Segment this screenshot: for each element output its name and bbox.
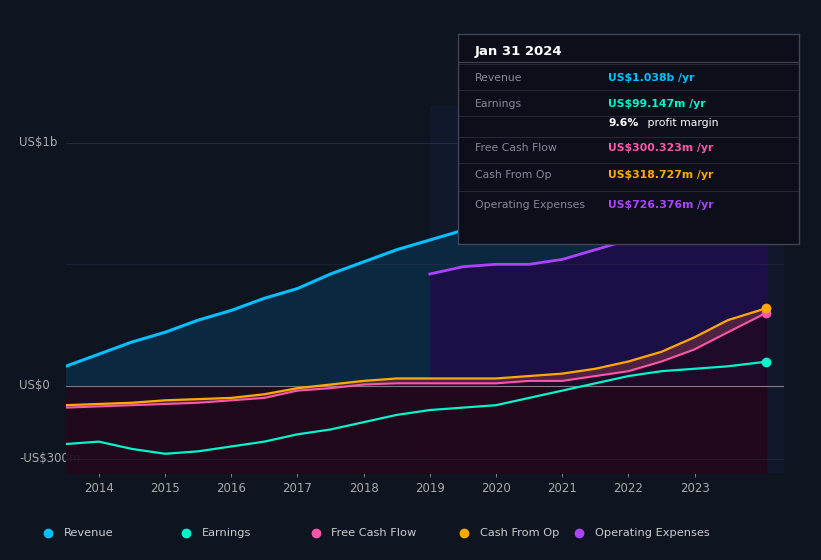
Text: Free Cash Flow: Free Cash Flow bbox=[475, 143, 557, 153]
Text: US$99.147m /yr: US$99.147m /yr bbox=[608, 99, 706, 109]
Text: Operating Expenses: Operating Expenses bbox=[475, 200, 585, 210]
Text: Revenue: Revenue bbox=[475, 73, 523, 83]
Bar bbox=[430, 106, 784, 473]
Text: -US$300m: -US$300m bbox=[19, 452, 80, 465]
Text: US$318.727m /yr: US$318.727m /yr bbox=[608, 170, 713, 180]
Text: US$1b: US$1b bbox=[19, 136, 57, 150]
Text: Cash From Op: Cash From Op bbox=[479, 529, 559, 538]
Text: Operating Expenses: Operating Expenses bbox=[595, 529, 710, 538]
Text: US$300.323m /yr: US$300.323m /yr bbox=[608, 143, 713, 153]
Text: Cash From Op: Cash From Op bbox=[475, 170, 552, 180]
Text: Jan 31 2024: Jan 31 2024 bbox=[475, 45, 562, 58]
Text: Free Cash Flow: Free Cash Flow bbox=[332, 529, 417, 538]
Text: Earnings: Earnings bbox=[475, 99, 522, 109]
Text: US$726.376m /yr: US$726.376m /yr bbox=[608, 200, 713, 210]
Text: Revenue: Revenue bbox=[64, 529, 114, 538]
Text: Earnings: Earnings bbox=[201, 529, 251, 538]
Text: 9.6%: 9.6% bbox=[608, 118, 639, 128]
Text: profit margin: profit margin bbox=[644, 118, 718, 128]
Text: US$0: US$0 bbox=[19, 379, 50, 392]
Text: US$1.038b /yr: US$1.038b /yr bbox=[608, 73, 695, 83]
